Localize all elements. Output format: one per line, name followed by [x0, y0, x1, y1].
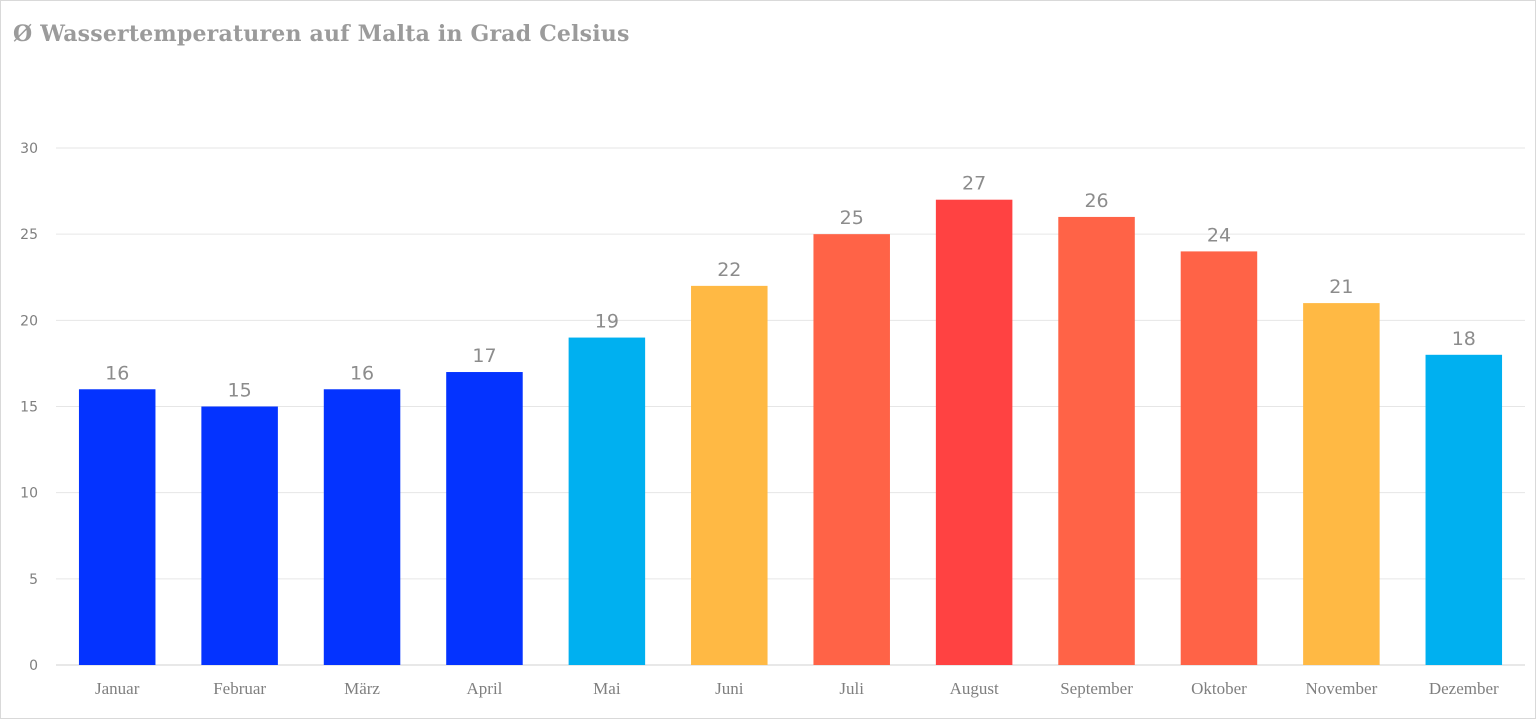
- x-tick-label: September: [1060, 679, 1133, 698]
- x-tick-label: Juni: [715, 679, 744, 698]
- data-label: 21: [1329, 276, 1353, 298]
- data-label: 16: [350, 362, 374, 384]
- x-tick-label: Dezember: [1429, 679, 1499, 698]
- data-label: 16: [105, 362, 129, 384]
- data-label: 18: [1452, 328, 1476, 350]
- data-label: 22: [717, 259, 741, 281]
- x-tick-label: November: [1305, 679, 1377, 698]
- data-labels: 16 15 16 17 19 22 25 27 26 24 21 18: [105, 173, 1476, 402]
- chart-title: Ø Wassertemperaturen auf Malta in Grad C…: [13, 21, 630, 47]
- bar-juli: [813, 234, 890, 665]
- x-tick-label: August: [950, 679, 999, 698]
- bar-august: [935, 199, 1013, 665]
- y-tick-label: 5: [29, 572, 38, 588]
- x-tick-label: Juli: [839, 679, 864, 698]
- y-tick-label: 30: [20, 141, 38, 157]
- x-axis: Januar Februar März April Mai Juni Juli August S…: [95, 679, 1499, 698]
- y-tick-label: 0: [29, 658, 38, 674]
- x-tick-label: Mai: [593, 679, 621, 698]
- y-tick-label: 15: [20, 400, 38, 416]
- data-label: 26: [1084, 190, 1108, 212]
- data-label: 25: [840, 207, 864, 229]
- y-axis: 0 5 10 15 20 25 30: [20, 141, 38, 674]
- bar-märz: [323, 389, 401, 665]
- gridlines: [56, 147, 1525, 666]
- bars: [78, 199, 1503, 665]
- data-label: 24: [1207, 224, 1231, 246]
- y-tick-label: 20: [20, 313, 38, 329]
- bar-november: [1303, 303, 1380, 665]
- x-tick-label: April: [467, 679, 503, 698]
- bar-mai: [568, 337, 646, 665]
- bar-dezember: [1425, 354, 1503, 665]
- x-tick-label: März: [344, 679, 380, 698]
- bar-oktober: [1180, 251, 1258, 665]
- y-tick-label: 25: [20, 227, 38, 243]
- x-tick-label: Februar: [213, 679, 266, 698]
- data-label: 15: [228, 380, 252, 402]
- x-tick-label: Oktober: [1191, 679, 1247, 698]
- bar-juni: [691, 285, 768, 665]
- bar-september: [1058, 216, 1135, 665]
- data-label: 17: [472, 345, 496, 367]
- bar-april: [446, 372, 523, 665]
- data-label: 19: [595, 311, 619, 333]
- bar-januar: [78, 389, 156, 665]
- bar-februar: [201, 406, 278, 665]
- y-tick-label: 10: [20, 486, 38, 502]
- x-tick-label: Januar: [95, 679, 140, 698]
- data-label: 27: [962, 173, 986, 195]
